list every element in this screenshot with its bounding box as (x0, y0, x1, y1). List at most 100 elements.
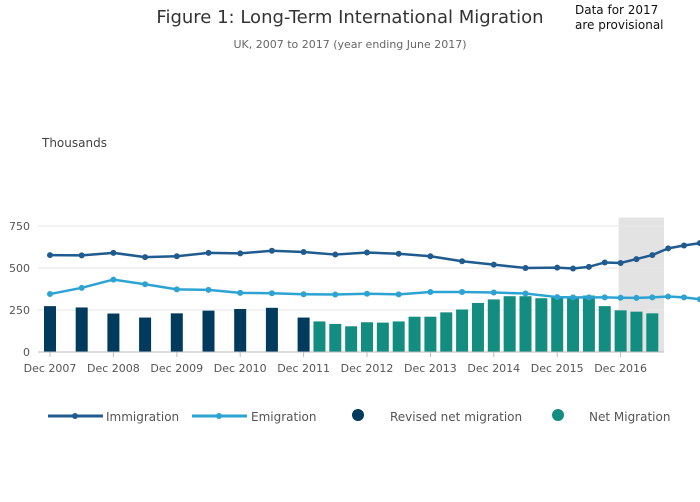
immigration-point (395, 250, 402, 257)
emigration-point (110, 276, 117, 283)
net-migration-bar (614, 310, 627, 352)
immigration-point (459, 258, 466, 265)
net-migration-bar (503, 296, 516, 352)
legend-revised-net-swatch (352, 409, 364, 421)
emigration-point (47, 291, 53, 298)
emigration-point (237, 289, 244, 296)
emigration-point (268, 290, 275, 297)
x-tick-label: Dec 2013 (404, 362, 457, 375)
immigration-point (649, 252, 656, 259)
emigration-point (427, 289, 434, 296)
emigration-point (633, 294, 640, 301)
x-tick-label: Dec 2008 (87, 362, 140, 375)
emigration-point (570, 294, 577, 301)
immigration-point (78, 252, 85, 259)
x-tick-label: Dec 2014 (467, 362, 520, 375)
legend-net-migration-label: Net Migration (589, 410, 670, 424)
revised-net-bar (265, 307, 278, 352)
net-migration-bar (519, 296, 532, 352)
net-migration-bar (598, 306, 611, 352)
net-migration-bar (567, 297, 580, 352)
y-axis-label: Thousands (41, 136, 107, 150)
immigration-point (490, 261, 497, 268)
provisional-note-line-2: are provisional (575, 18, 664, 32)
immigration-point (601, 259, 608, 266)
immigration-point (237, 250, 244, 257)
legend-immigration-marker (72, 413, 78, 419)
net-migration-bar (582, 295, 595, 352)
immigration-point (173, 253, 180, 260)
emigration-point (665, 293, 672, 300)
emigration-point (332, 291, 339, 298)
emigration-point (173, 286, 180, 293)
provisional-note-line-1: Data for 2017 (575, 3, 659, 17)
net-migration-bar (471, 302, 484, 352)
immigration-point (332, 251, 339, 258)
emigration-point (364, 290, 370, 297)
emigration-point (395, 291, 402, 298)
y-tick-label: 0 (23, 346, 30, 359)
net-migration-bar (313, 321, 326, 352)
immigration-point (633, 256, 640, 263)
y-tick-label: 750 (9, 220, 30, 233)
net-migration-bar (456, 309, 469, 352)
immigration-point (47, 252, 53, 259)
provisional-note: Data for 2017 are provisional (575, 3, 664, 33)
bars-group (44, 295, 659, 352)
x-tick-label: Dec 2009 (150, 362, 203, 375)
emigration-point (490, 289, 497, 296)
immigration-point (205, 249, 212, 256)
x-tick-label: Dec 2012 (341, 362, 394, 375)
immigration-point (364, 249, 370, 256)
emigration-point (300, 291, 307, 298)
immigration-point (142, 254, 149, 261)
emigration-point (601, 294, 608, 301)
x-tick-label: Dec 2015 (531, 362, 584, 375)
emigration-point (554, 294, 561, 301)
chart-subtitle: UK, 2007 to 2017 (year ending June 2017) (233, 38, 467, 51)
immigration-point (696, 240, 700, 247)
x-tick-label: Dec 2007 (24, 362, 77, 375)
legend-emigration-label: Emigration (251, 410, 317, 424)
revised-net-bar (44, 306, 56, 352)
net-migration-bar (424, 316, 437, 352)
revised-net-bar (139, 317, 152, 352)
chart-title: Figure 1: Long-Term International Migrat… (156, 7, 544, 28)
emigration-point (142, 281, 149, 288)
net-migration-bar (646, 313, 659, 352)
legend-emigration-marker (216, 413, 222, 419)
emigration-point (205, 286, 212, 293)
x-tick-label: Dec 2011 (277, 362, 330, 375)
net-migration-bar (361, 322, 373, 352)
net-migration-bar (551, 296, 564, 352)
immigration-point (110, 249, 117, 256)
net-migration-bar (487, 299, 500, 352)
immigration-point (665, 245, 672, 252)
immigration-point (585, 263, 592, 270)
emigration-point (681, 294, 687, 301)
revised-net-bar (297, 317, 310, 352)
emigration-point (459, 289, 466, 296)
immigration-point (268, 247, 275, 254)
immigration-point (427, 253, 434, 260)
immigration-point (554, 264, 561, 271)
net-migration-bar (376, 322, 389, 352)
revised-net-bar (75, 307, 88, 352)
revised-net-bar (202, 310, 215, 352)
lines-group (47, 240, 700, 303)
emigration-point (522, 290, 529, 297)
emigration-point (617, 294, 624, 301)
net-migration-bar (440, 312, 453, 352)
immigration-point (522, 265, 529, 271)
legend: Immigration Emigration Revised net migrati… (48, 409, 670, 424)
emigration-point (585, 294, 592, 301)
axes-group: 0 250 500 750 Thousands Dec 2007 Dec 2008 Dec 2… (9, 136, 664, 375)
y-tick-label: 250 (9, 304, 30, 317)
legend-immigration-label: Immigration (106, 410, 179, 424)
immigration-line (49, 241, 700, 270)
legend-revised-net-label: Revised net migration (390, 410, 522, 424)
emigration-point (649, 294, 656, 301)
net-migration-bar (535, 298, 548, 352)
revised-net-bar (107, 313, 120, 352)
